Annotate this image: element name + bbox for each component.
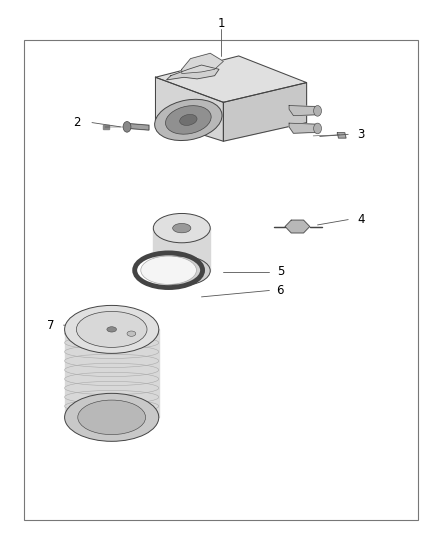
Polygon shape	[223, 83, 307, 141]
Ellipse shape	[123, 122, 131, 132]
Ellipse shape	[78, 400, 145, 434]
Ellipse shape	[166, 106, 211, 134]
Ellipse shape	[64, 393, 159, 441]
Text: 7: 7	[46, 319, 54, 332]
Ellipse shape	[153, 256, 210, 286]
Text: 1: 1	[217, 18, 225, 30]
Ellipse shape	[314, 123, 321, 134]
Polygon shape	[155, 56, 307, 102]
Polygon shape	[182, 53, 223, 74]
Ellipse shape	[141, 256, 197, 285]
Ellipse shape	[107, 327, 117, 332]
Ellipse shape	[153, 213, 210, 243]
Text: 6: 6	[276, 284, 284, 297]
Text: 5: 5	[277, 265, 284, 278]
Text: 3: 3	[358, 128, 365, 141]
Ellipse shape	[314, 106, 321, 116]
Ellipse shape	[173, 223, 191, 233]
Polygon shape	[337, 133, 346, 138]
Text: 4: 4	[357, 213, 365, 226]
Polygon shape	[129, 124, 149, 130]
Polygon shape	[103, 125, 109, 129]
Polygon shape	[285, 220, 310, 233]
Ellipse shape	[76, 311, 147, 348]
Polygon shape	[155, 77, 223, 141]
Polygon shape	[289, 123, 320, 133]
Polygon shape	[166, 65, 219, 80]
Polygon shape	[289, 106, 320, 116]
Polygon shape	[153, 228, 210, 271]
Ellipse shape	[64, 305, 159, 353]
Polygon shape	[65, 329, 159, 417]
Ellipse shape	[180, 115, 197, 125]
Ellipse shape	[155, 99, 222, 141]
Text: 2: 2	[73, 116, 81, 129]
Ellipse shape	[127, 331, 136, 336]
